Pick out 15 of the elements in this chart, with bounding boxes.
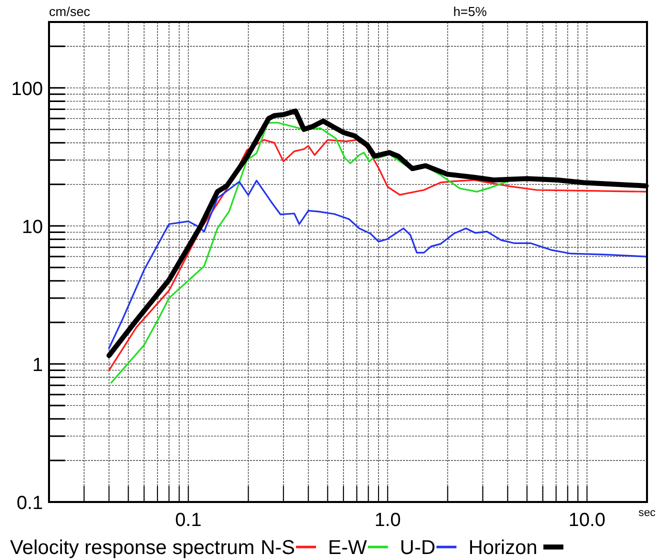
y-axis-title: cm/sec bbox=[49, 4, 91, 19]
legend-label: U-D bbox=[400, 537, 436, 559]
text: h=5% bbox=[453, 4, 488, 19]
legend-label: E-W bbox=[328, 537, 368, 559]
x-tick-label: 10.0 bbox=[568, 510, 606, 531]
legend-title: Velocity response spectrum bbox=[10, 537, 255, 559]
x-tick-label: 0.1 bbox=[175, 510, 202, 531]
y-tick-label: 0.1 bbox=[16, 493, 43, 514]
y-tick-label: 1 bbox=[32, 354, 43, 376]
legend-label: N-S bbox=[260, 537, 296, 559]
x-tick-label: 1.0 bbox=[374, 510, 401, 531]
legend-label: Horizon bbox=[468, 537, 538, 559]
y-tick-label: 10 bbox=[22, 216, 43, 238]
y-tick-label: 100 bbox=[11, 78, 43, 100]
x-axis-title: sec bbox=[638, 507, 656, 519]
